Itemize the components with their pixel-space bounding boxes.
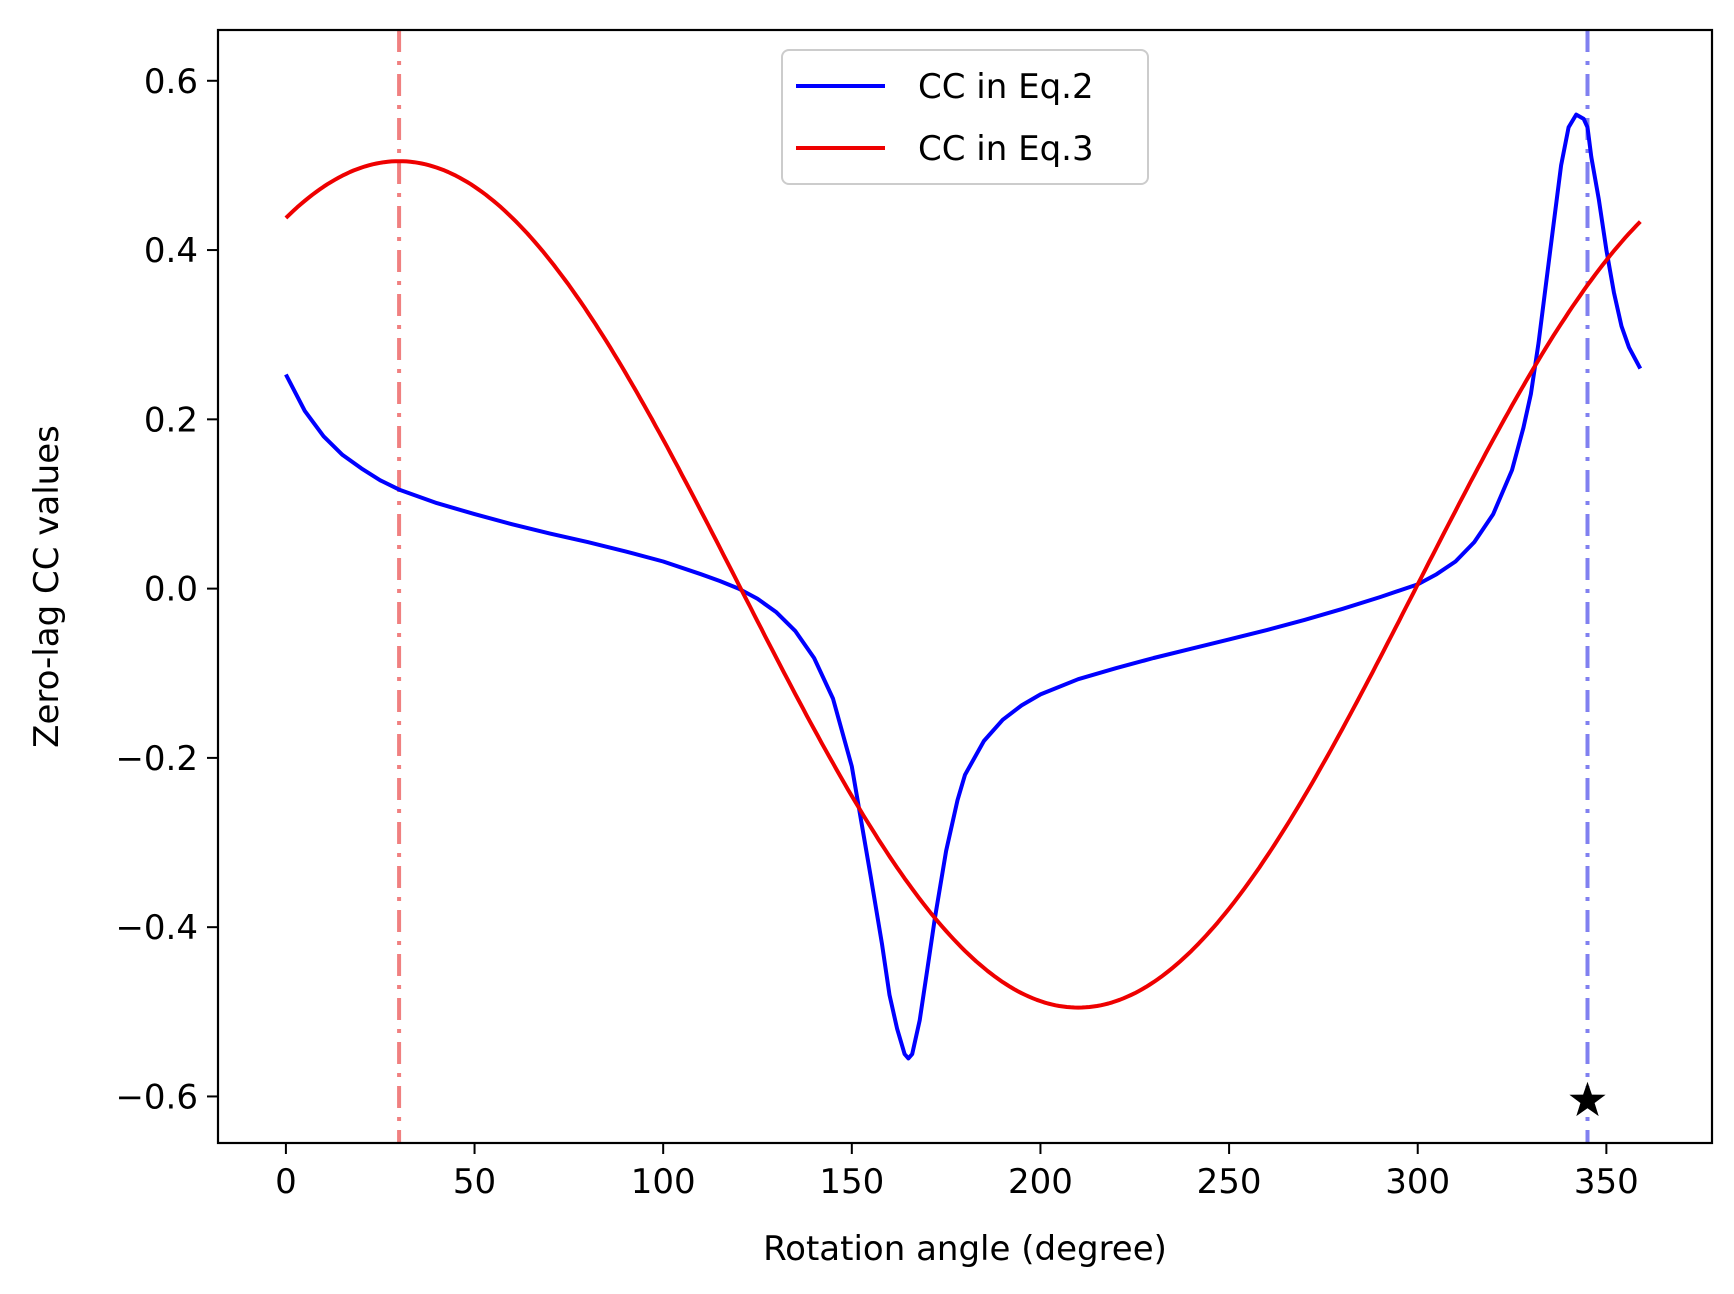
x-tick-label: 150 <box>819 1162 884 1202</box>
axes-frame <box>216 28 1714 1145</box>
series-line-0 <box>284 112 1643 1061</box>
x-tick-label: 200 <box>1008 1162 1073 1202</box>
y-tick-label: 0.6 <box>144 62 198 102</box>
x-tick-label: 50 <box>453 1162 496 1202</box>
x-axis-label: Rotation angle (degree) <box>763 1229 1167 1269</box>
y-tick-label: −0.4 <box>115 908 198 948</box>
x-tick-label: 350 <box>1574 1162 1639 1202</box>
x-tick-label: 100 <box>631 1162 696 1202</box>
y-tick-label: −0.6 <box>115 1077 198 1117</box>
x-tick-label: 250 <box>1197 1162 1262 1202</box>
y-axis-label: Zero-lag CC values <box>27 425 67 748</box>
x-tick-label: 300 <box>1385 1162 1450 1202</box>
legend: CC in Eq.2 CC in Eq.3 <box>781 49 1149 185</box>
y-tick-label: −0.2 <box>115 739 198 779</box>
star-marker-0 <box>1569 1081 1606 1117</box>
legend-box <box>781 49 1149 185</box>
plot-lines <box>284 30 1643 1143</box>
y-tick-label: 0.0 <box>144 570 198 610</box>
series-line-1 <box>284 159 1642 1010</box>
y-tick-label: 0.2 <box>144 400 198 440</box>
legend-label-0: CC in Eq.2 <box>918 67 1094 107</box>
ticks: 0 50 100 150 200 250 300 350 −0.6 −0.4 −0.2 0.0 0.2 0… <box>115 62 1638 1202</box>
y-tick-label: 0.4 <box>144 231 198 271</box>
legend-label-1: CC in Eq.3 <box>918 129 1094 169</box>
x-tick-label: 0 <box>275 1162 297 1202</box>
